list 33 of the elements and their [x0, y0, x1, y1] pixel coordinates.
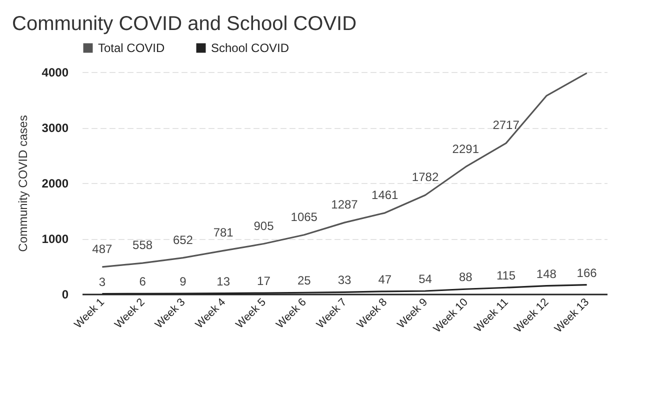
y-axis-title: Community COVID cases [16, 115, 30, 252]
y-tick-label: 3000 [42, 121, 69, 135]
y-tick-label: 4000 [42, 66, 69, 80]
data-label: 148 [536, 266, 557, 281]
data-label: 1782 [412, 170, 439, 184]
data-label: 88 [458, 270, 473, 284]
chart-title: Community COVID and School COVID [12, 13, 357, 35]
y-tick-label: 1000 [42, 232, 69, 246]
data-label: 3 [98, 274, 106, 289]
data-label: 905 [254, 218, 274, 233]
data-label: 17 [257, 274, 271, 288]
data-label: 9 [180, 274, 187, 288]
data-label: 558 [132, 238, 153, 252]
data-label: 2717 [492, 118, 520, 132]
data-label: 1461 [372, 188, 399, 202]
data-label: 1287 [331, 198, 358, 212]
legend-label: Total COVID [98, 41, 166, 55]
data-label: 652 [172, 232, 194, 247]
data-label: 33 [338, 273, 352, 288]
legend-label: School COVID [211, 41, 290, 55]
data-label: 25 [297, 274, 312, 288]
data-label: 166 [576, 266, 598, 280]
data-label: 781 [213, 226, 234, 240]
data-label: 2291 [452, 142, 480, 156]
data-label: 1065 [290, 210, 318, 224]
data-label: 47 [378, 272, 392, 286]
data-label: 6 [139, 274, 146, 289]
data-label: 13 [216, 274, 230, 288]
y-tick-label: 2000 [42, 176, 69, 190]
data-label: 115 [496, 268, 516, 283]
data-label: 54 [418, 272, 432, 286]
data-label: 487 [92, 242, 113, 256]
y-tick-label: 0 [62, 288, 69, 302]
